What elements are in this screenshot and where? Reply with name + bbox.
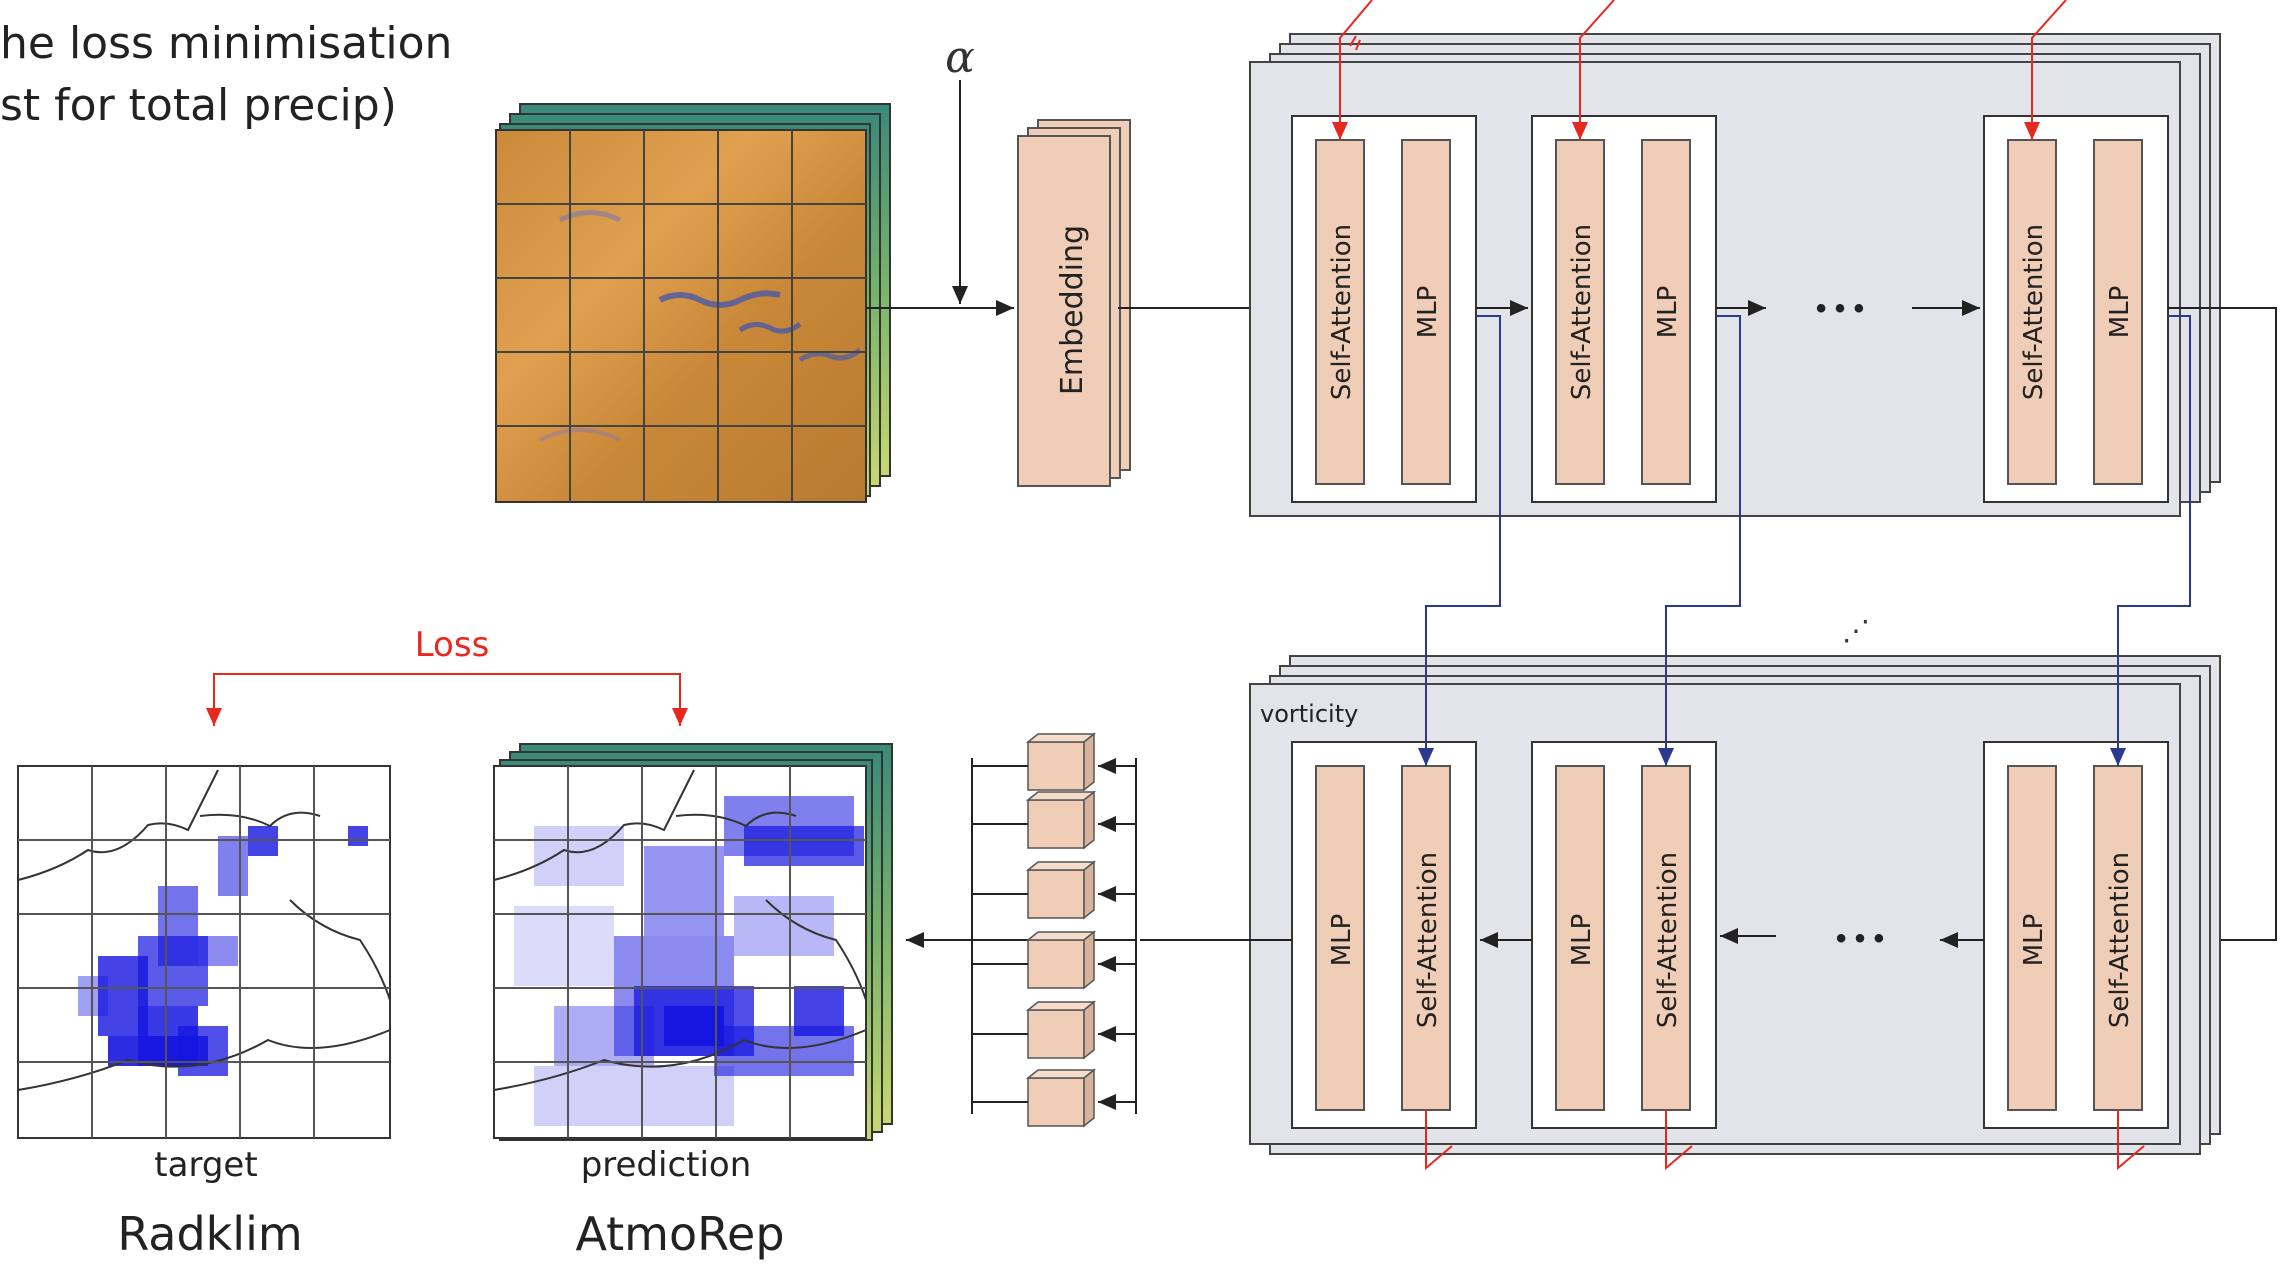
- embedding-block: [1017, 119, 1131, 487]
- cube-group: [972, 732, 1136, 1128]
- prediction-caption: prediction: [581, 1145, 752, 1185]
- decoder-block-1: [1291, 741, 1477, 1129]
- target-caption: target: [154, 1145, 257, 1185]
- prediction-map: [493, 743, 893, 1141]
- enc-3-attention-label: Self-Attention: [2019, 224, 2049, 400]
- alpha-label: α: [945, 32, 975, 83]
- tail-cube: [1025, 860, 1097, 920]
- intro-line-1: he loss minimisation: [0, 18, 453, 69]
- enc-1-attention-label: Self-Attention: [1327, 224, 1357, 400]
- tail-cube: [1025, 1068, 1097, 1128]
- mlp-box: [2093, 139, 2143, 485]
- loss-label: Loss: [415, 625, 490, 665]
- dec-3-mlp-label: MLP: [2019, 914, 2049, 967]
- mlp-box: [1315, 765, 1365, 1111]
- encoder-block-2: [1531, 115, 1717, 503]
- dec-1-mlp-label: MLP: [1327, 914, 1357, 967]
- prediction-source: AtmoRep: [575, 1207, 784, 1261]
- decoder-red-outputs: [1425, 1110, 2145, 1171]
- mlp-box: [1401, 139, 1451, 485]
- self-attention-box: [2007, 139, 2057, 485]
- encoder-block-1: [1291, 115, 1477, 503]
- enc-2-attention-label: Self-Attention: [1567, 224, 1597, 400]
- encoder-red-inputs: [1332, 0, 2067, 140]
- encoder-block-3: [1983, 115, 2169, 503]
- dec-2-attention-label: Self-Attention: [1653, 852, 1683, 1028]
- tail-cube: [1025, 930, 1097, 990]
- dec-1-attention-label: Self-Attention: [1413, 852, 1443, 1028]
- prediction-grid: [494, 766, 866, 1138]
- self-attention-box: [1641, 765, 1691, 1111]
- mlp-box: [1641, 139, 1691, 485]
- input-field-map: [495, 129, 867, 503]
- dec-2-mlp-label: MLP: [1567, 914, 1597, 967]
- mlp-box: [1555, 765, 1605, 1111]
- loss-connector: [206, 673, 688, 726]
- input-field-stack: [495, 103, 891, 503]
- tail-cube: [1025, 732, 1097, 792]
- vorticity-label: vorticity: [1260, 700, 1358, 728]
- enc-2-mlp-label: MLP: [1653, 286, 1683, 339]
- target-source: Radklim: [117, 1207, 302, 1261]
- target-map: [17, 765, 391, 1139]
- tail-cube: [1025, 1000, 1097, 1060]
- self-attention-box: [1315, 139, 1365, 485]
- intro-line-2: st for total precip): [0, 80, 397, 131]
- tail-cube: [1025, 790, 1097, 850]
- input-grid: [496, 130, 866, 502]
- embedding-label: Embedding: [1055, 225, 1090, 395]
- decoder-block-2: [1531, 741, 1717, 1129]
- dec-3-attention-label: Self-Attention: [2105, 852, 2135, 1028]
- encoder-ellipsis: • • •: [1816, 292, 1864, 325]
- mlp-box: [2007, 765, 2057, 1111]
- enc-3-mlp-label: MLP: [2105, 286, 2135, 339]
- tail-cubes: [906, 758, 1137, 1114]
- skip-connections: [1418, 315, 2191, 766]
- enc-1-mlp-label: MLP: [1413, 286, 1443, 339]
- decoder-stack-dots: ⋰: [1842, 615, 1870, 646]
- target-grid: [18, 766, 390, 1138]
- decoder-block-3: [1983, 741, 2169, 1129]
- decoder-ellipsis: • • •: [1836, 922, 1884, 955]
- self-attention-box: [1555, 139, 1605, 485]
